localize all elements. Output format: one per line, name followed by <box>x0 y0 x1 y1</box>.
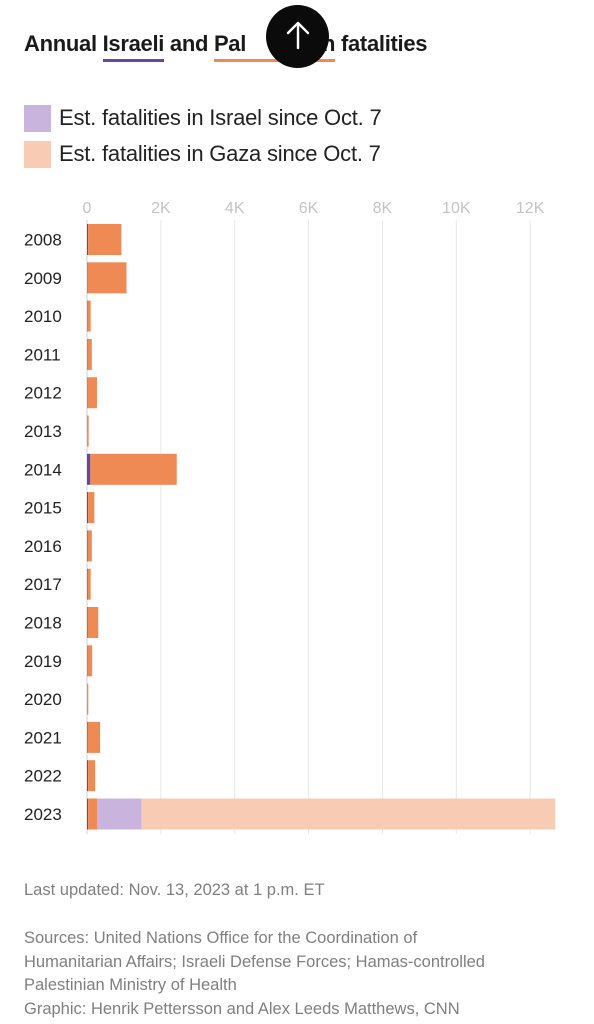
bar-segment <box>87 415 89 447</box>
legend-swatch-gaza <box>24 140 51 168</box>
y-tick-label: 2019 <box>24 652 62 671</box>
legend-label-gaza: Est. fatalities in Gaza since Oct. 7 <box>59 141 381 166</box>
bar-segment <box>87 607 88 638</box>
bar-segment <box>88 760 96 792</box>
x-tick-label: 6K <box>299 200 319 217</box>
legend-label-israel: Est. fatalities in Israel since Oct. 7 <box>59 105 382 130</box>
bar-segment <box>88 492 95 524</box>
arrow-up-icon <box>285 20 311 53</box>
y-tick-label: 2010 <box>24 307 62 326</box>
x-tick-label: 8K <box>373 200 393 217</box>
bar-segment <box>87 760 89 792</box>
bar-segment <box>87 568 88 600</box>
y-tick-label: 2008 <box>24 231 62 250</box>
graphic-credit: Graphic: Henrik Pettersson and Alex Leed… <box>24 999 460 1018</box>
bar-segment <box>87 224 89 255</box>
title-palestinian-start: Pal <box>213 31 247 56</box>
bar-segment <box>87 377 97 409</box>
y-tick-label: 2020 <box>24 690 62 709</box>
y-tick-label: 2015 <box>24 499 62 518</box>
y-tick-label: 2012 <box>24 384 62 403</box>
bar-segment <box>87 338 92 370</box>
bar-chart: 0 2K 4K 6K 8K 10K 12K 2008 2009 2010 2011 2012 2013 2… <box>24 200 556 834</box>
sources-line: Humanitarian Affairs; Israeli Defense Fo… <box>24 952 485 971</box>
bar-segment <box>87 645 93 677</box>
x-tick-label: 12K <box>516 200 545 217</box>
sources-line: Sources: United Nations Office for the C… <box>24 929 418 947</box>
bar-segment <box>90 453 177 485</box>
bar-segment <box>87 300 91 332</box>
bar-segment <box>87 453 91 485</box>
bar-segment <box>141 798 556 830</box>
sources: Sources: United Nations Office for the C… <box>24 927 584 1021</box>
title-prefix: Annual <box>24 31 103 56</box>
bar-segment <box>87 530 88 562</box>
y-tick-label: 2017 <box>24 575 62 594</box>
bar-segment <box>87 721 101 753</box>
y-tick-label: 2022 <box>24 767 62 786</box>
legend-swatch-israel <box>24 104 51 132</box>
bar-segment <box>87 492 89 524</box>
bar-segment <box>87 530 92 562</box>
bar-segment <box>87 798 89 830</box>
y-tick-label: 2016 <box>24 537 62 556</box>
bar-segment <box>87 568 91 600</box>
y-tick-label: 2018 <box>24 614 62 633</box>
scroll-to-top-button[interactable] <box>266 5 329 68</box>
x-tick-label: 0 <box>83 200 92 217</box>
title-suffix: fatalities <box>335 31 428 56</box>
y-tick-label: 2023 <box>24 805 62 824</box>
bar-segment <box>97 798 142 830</box>
legend-item-israel: Est. fatalities in Israel since Oct. 7 <box>24 100 382 136</box>
bar-segment <box>88 798 98 830</box>
legend-item-gaza: Est. fatalities in Gaza since Oct. 7 <box>24 136 382 172</box>
x-tick-label: 2K <box>151 200 171 217</box>
y-tick-label: 2011 <box>24 345 61 364</box>
bar-segment <box>87 721 88 753</box>
bar-segment <box>87 262 127 294</box>
title-israeli: Israeli <box>102 31 164 62</box>
title-middle: and <box>164 31 214 56</box>
y-tick-label: 2021 <box>24 728 62 747</box>
sources-line: Palestinian Ministry of Health <box>24 976 237 994</box>
chart-legend: Est. fatalities in Israel since Oct. 7 E… <box>24 100 382 172</box>
y-tick-label: 2009 <box>24 269 62 288</box>
last-updated: Last updated: Nov. 13, 2023 at 1 p.m. ET <box>24 881 325 899</box>
bar-segment <box>88 224 122 255</box>
x-tick-label: 4K <box>225 200 245 217</box>
bar-segment <box>87 607 99 638</box>
y-tick-label: 2013 <box>24 422 62 441</box>
bar-segment <box>87 683 89 715</box>
x-tick-label: 10K <box>442 200 471 217</box>
y-tick-label: 2014 <box>24 460 62 479</box>
